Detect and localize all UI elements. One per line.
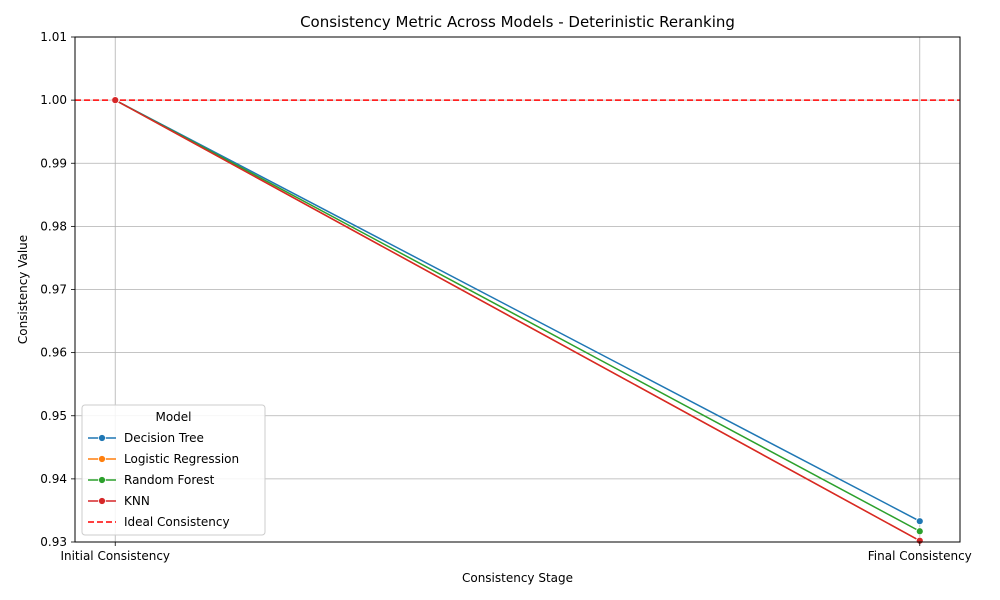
- legend-marker: [98, 476, 106, 484]
- y-tick-label: 0.94: [40, 472, 67, 486]
- legend-entry-label: Decision Tree: [124, 431, 204, 445]
- y-tick-label: 0.95: [40, 409, 67, 423]
- y-tick-label: 0.99: [40, 156, 67, 170]
- data-point: [111, 96, 120, 105]
- x-axis-ticks: Initial Consistency Final Consistency: [60, 542, 972, 563]
- data-point: [915, 517, 924, 526]
- x-tick-label: Final Consistency: [868, 549, 972, 563]
- series-line-0: [114, 99, 921, 522]
- y-tick-label: 1.00: [40, 93, 67, 107]
- legend: Model Decision Tree Logistic Regression Ran…: [81, 404, 266, 536]
- y-tick-label: 0.98: [40, 219, 67, 233]
- series-line-3: [114, 99, 921, 542]
- legend-entry-label: Ideal Consistency: [124, 515, 230, 529]
- legend-entry-label: KNN: [124, 494, 150, 508]
- x-axis-label: Consistency Stage: [462, 571, 573, 585]
- legend-box: [81, 404, 266, 536]
- series-line-2: [114, 99, 921, 532]
- y-axis-ticks: 0.93 0.94 0.95 0.96 0.97 0.98 0.99 1.00 1.01: [40, 30, 75, 549]
- chart-title: Consistency Metric Across Models - Deter…: [300, 13, 735, 31]
- y-tick-label: 0.97: [40, 283, 67, 297]
- series-lines: [114, 99, 921, 542]
- legend-marker: [98, 434, 106, 442]
- legend-entry-label: Random Forest: [124, 473, 215, 487]
- y-tick-label: 0.93: [40, 535, 67, 549]
- x-tick-label: Initial Consistency: [60, 549, 170, 563]
- y-tick-label: 1.01: [40, 30, 67, 44]
- legend-marker: [98, 455, 106, 463]
- legend-title: Model: [155, 410, 191, 424]
- y-axis-label: Consistency Value: [16, 235, 30, 344]
- legend-marker: [98, 497, 106, 505]
- data-point: [915, 527, 924, 536]
- y-tick-label: 0.96: [40, 346, 67, 360]
- legend-entry-label: Logistic Regression: [124, 452, 239, 466]
